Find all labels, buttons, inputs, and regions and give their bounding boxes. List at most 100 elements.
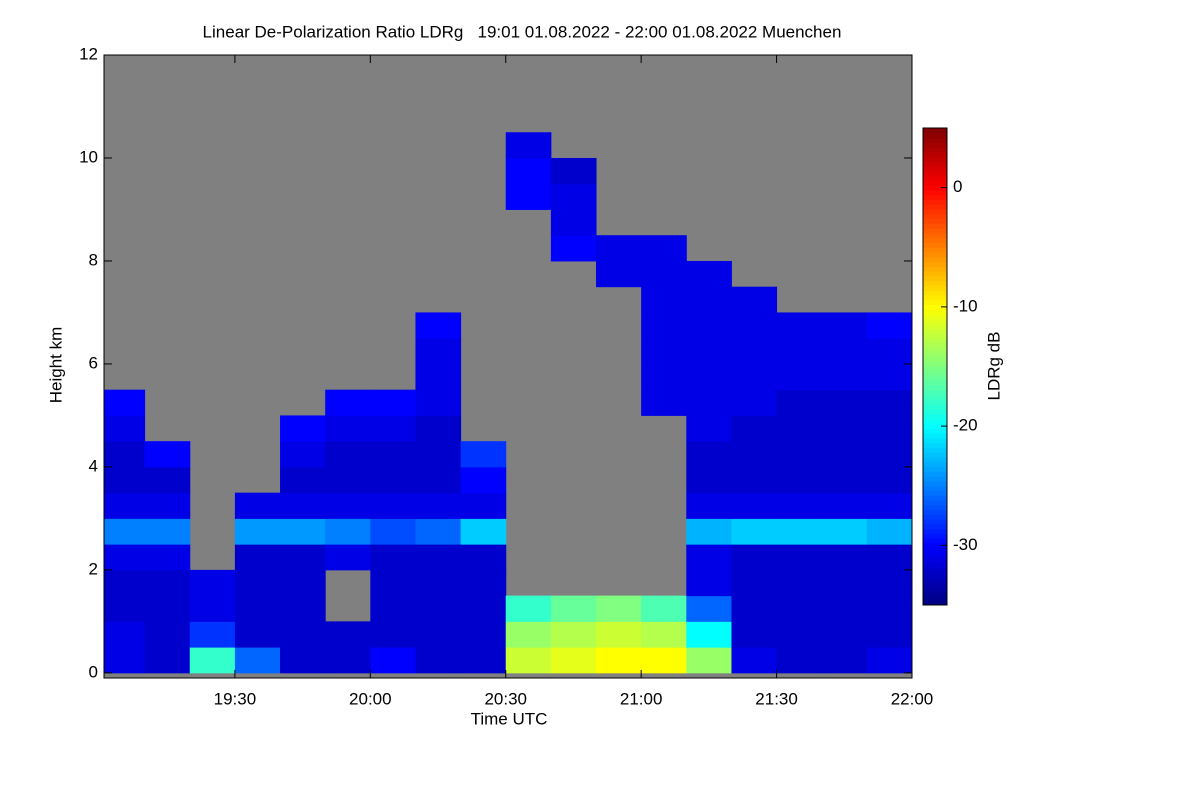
heatmap-cell xyxy=(821,415,868,442)
x-tick-label: 22:00 xyxy=(891,689,934,708)
heatmap-cell xyxy=(505,621,552,648)
colorbar-segment xyxy=(923,380,947,387)
heatmap-cell xyxy=(821,466,868,494)
heatmap-cell xyxy=(596,647,642,674)
colorbar-segment xyxy=(923,423,947,430)
heatmap-cell xyxy=(866,441,912,468)
colorbar-tick-label: 0 xyxy=(953,177,962,196)
heatmap-cell xyxy=(776,492,823,519)
colorbar-segment xyxy=(923,252,947,258)
colorbar-segment xyxy=(923,366,947,372)
colorbar-segment xyxy=(923,170,947,177)
heatmap-cell xyxy=(280,569,326,597)
heatmap-cell xyxy=(641,286,687,313)
heatmap-cell xyxy=(866,338,912,365)
heatmap-cell xyxy=(325,441,371,468)
colorbar-segment xyxy=(923,161,947,167)
colorbar-segment xyxy=(923,280,947,286)
colorbar-segment xyxy=(923,566,947,573)
colorbar-segment xyxy=(923,261,947,267)
heatmap-cell xyxy=(821,595,868,622)
colorbar-segment xyxy=(923,452,947,458)
heatmap-cell xyxy=(866,595,912,622)
colorbar-segment xyxy=(923,242,947,248)
colorbar-segment xyxy=(923,585,947,592)
heatmap-cell xyxy=(776,621,823,648)
heatmap-cell xyxy=(686,415,732,442)
heatmap-cell xyxy=(370,518,416,545)
heatmap-cell xyxy=(596,621,642,648)
heatmap-cell xyxy=(460,621,507,648)
heatmap-cell xyxy=(776,363,823,391)
heatmap-cell xyxy=(370,415,416,442)
heatmap-cell xyxy=(731,544,778,571)
colorbar-segment xyxy=(923,190,947,196)
colorbar-segment xyxy=(923,576,947,582)
heatmap-cell xyxy=(370,569,416,597)
heatmap-cell xyxy=(776,544,823,571)
heatmap-cell xyxy=(550,183,597,210)
heatmap-cell xyxy=(731,647,778,674)
heatmap-cell xyxy=(776,569,823,597)
colorbar-segment xyxy=(923,342,947,348)
heatmap-cell xyxy=(104,621,146,648)
heatmap-cell xyxy=(460,647,507,674)
colorbar-segment xyxy=(923,552,947,558)
colorbar-segment xyxy=(923,175,947,181)
heatmap-cell xyxy=(104,389,146,416)
heatmap-cell xyxy=(144,595,191,622)
heatmap-cell xyxy=(415,647,462,674)
heatmap-cell xyxy=(731,595,778,622)
heatmap-cell xyxy=(641,647,687,674)
heatmap-cell xyxy=(866,492,912,519)
heatmap-cell xyxy=(821,569,868,597)
heatmap-cell xyxy=(415,363,462,391)
heatmap-cell xyxy=(415,595,462,622)
heatmap-cell xyxy=(505,132,552,159)
heatmap-cell xyxy=(460,595,507,622)
colorbar-segment xyxy=(923,237,947,243)
heatmap-cell xyxy=(460,466,507,494)
x-tick-label: 20:30 xyxy=(484,689,527,708)
heatmap-cell xyxy=(144,441,191,468)
colorbar-segment xyxy=(923,433,947,439)
heatmap-cell xyxy=(550,157,597,185)
heatmap-cell xyxy=(731,389,778,416)
heatmap-cell xyxy=(821,492,868,519)
heatmap-cell xyxy=(641,312,687,339)
colorbar-segment xyxy=(923,571,947,577)
heatmap-cell xyxy=(325,518,371,545)
colorbar-segment xyxy=(923,409,947,415)
heatmap-cell xyxy=(641,621,687,648)
colorbar-segment xyxy=(923,304,947,310)
heatmap-cell xyxy=(234,492,281,519)
colorbar-segment xyxy=(923,137,947,143)
colorbar-segment xyxy=(923,466,947,472)
colorbar-segment xyxy=(923,256,947,263)
heatmap-cell xyxy=(505,183,552,210)
colorbar-segment xyxy=(923,371,947,377)
heatmap-cell xyxy=(776,518,823,545)
colorbar-segment xyxy=(923,337,947,344)
heatmap-cell xyxy=(731,312,778,339)
colorbar-segment xyxy=(923,232,947,239)
colorbar-segment xyxy=(923,538,947,544)
heatmap-cell xyxy=(280,595,326,622)
colorbar-segment xyxy=(923,390,947,396)
heatmap-cell xyxy=(686,441,732,468)
heatmap-cell xyxy=(686,544,732,571)
heatmap-cell xyxy=(596,260,642,288)
heatmap-cell xyxy=(731,441,778,468)
heatmap-cell xyxy=(866,518,912,545)
colorbar-tick-label: -10 xyxy=(953,296,978,315)
plot-frame xyxy=(103,54,913,679)
colorbar-segment xyxy=(923,557,947,563)
heatmap-cell xyxy=(460,544,507,571)
heatmap-cell xyxy=(866,621,912,648)
heatmap-cell xyxy=(550,621,597,648)
colorbar-segment xyxy=(923,595,947,601)
colorbar-segment xyxy=(923,414,947,420)
colorbar-segment xyxy=(923,447,947,453)
heatmap-cell xyxy=(731,363,778,391)
